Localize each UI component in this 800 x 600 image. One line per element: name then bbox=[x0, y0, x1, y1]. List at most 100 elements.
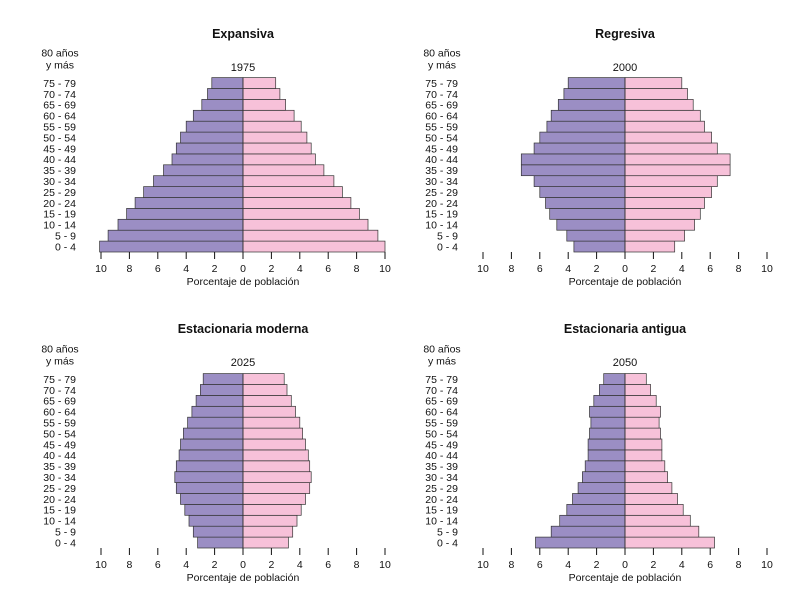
bar-right-8 bbox=[242, 449, 309, 462]
pyramid-estacionaria-antigua: Estacionaria antigua 2050 80 años y más … bbox=[423, 322, 773, 584]
bar-left-0 bbox=[197, 536, 244, 549]
chart-title: Expansiva bbox=[212, 27, 275, 41]
age-label: 45 - 49 bbox=[425, 439, 458, 451]
bar-left-2 bbox=[188, 514, 244, 527]
x-tick-label: 2 bbox=[212, 559, 218, 571]
bar-left-4 bbox=[134, 197, 244, 209]
bar-left-10 bbox=[539, 131, 626, 144]
bar-left-9 bbox=[587, 438, 626, 451]
bar-right-14 bbox=[624, 88, 688, 100]
bar-right-6 bbox=[624, 175, 718, 187]
x-tick-label: 0 bbox=[622, 263, 628, 275]
bar-left-5 bbox=[143, 186, 244, 198]
bar-right-11 bbox=[242, 416, 301, 429]
x-tick-label: 2 bbox=[268, 559, 274, 571]
bar-left-12 bbox=[550, 109, 626, 122]
bar-right-11 bbox=[624, 416, 660, 429]
bar-left-11 bbox=[187, 416, 244, 429]
x-tick-label: 0 bbox=[240, 559, 246, 571]
bar-left-4 bbox=[572, 493, 626, 505]
age-label: 65 - 69 bbox=[43, 396, 76, 408]
age-label: 40 - 44 bbox=[43, 154, 76, 166]
age-label: 25 - 29 bbox=[425, 187, 458, 199]
bar-right-15 bbox=[624, 373, 647, 385]
bar-left-4 bbox=[180, 493, 244, 505]
bar-left-13 bbox=[201, 99, 244, 111]
bar-left-8 bbox=[171, 153, 244, 166]
bar-right-5 bbox=[242, 186, 343, 198]
bar-left-0 bbox=[99, 240, 244, 253]
x-tick-label: 2 bbox=[594, 263, 600, 275]
bar-right-10 bbox=[624, 131, 712, 144]
x-axis-label: Porcentaje de población bbox=[569, 276, 682, 288]
x-tick-label: 4 bbox=[679, 559, 685, 571]
x-tick-label: 6 bbox=[155, 263, 161, 275]
x-tick-label: 8 bbox=[354, 263, 360, 275]
bar-right-1 bbox=[624, 229, 685, 242]
age-label: 20 - 24 bbox=[43, 198, 76, 210]
bar-right-0 bbox=[242, 240, 386, 253]
age-label: 60 - 64 bbox=[425, 111, 458, 123]
age-label: 30 - 34 bbox=[425, 472, 458, 484]
age-label: 55 - 59 bbox=[43, 418, 76, 430]
x-tick-label: 6 bbox=[707, 559, 713, 571]
x-tick-label: 2 bbox=[650, 263, 656, 275]
x-tick-label: 10 bbox=[95, 263, 107, 275]
x-tick-label: 0 bbox=[240, 263, 246, 275]
age-label: 30 - 34 bbox=[43, 472, 76, 484]
bar-left-3 bbox=[126, 208, 244, 220]
x-tick-label: 2 bbox=[650, 559, 656, 571]
age-label: 25 - 29 bbox=[425, 483, 458, 495]
age-label: 50 - 54 bbox=[43, 428, 76, 440]
chart-title: Estacionaria moderna bbox=[178, 322, 310, 336]
bar-left-15 bbox=[567, 77, 626, 89]
x-tick-label: 8 bbox=[508, 559, 514, 571]
bar-right-7 bbox=[242, 164, 325, 177]
bar-left-14 bbox=[599, 384, 626, 396]
age-label: 65 - 69 bbox=[425, 100, 458, 112]
x-tick-label: 6 bbox=[325, 559, 331, 571]
age-label: 65 - 69 bbox=[43, 100, 76, 112]
age-label: 10 - 14 bbox=[43, 516, 76, 528]
bar-right-11 bbox=[624, 120, 705, 133]
age-label: 35 - 39 bbox=[425, 165, 458, 177]
bar-left-2 bbox=[556, 218, 626, 231]
bar-left-1 bbox=[566, 229, 626, 242]
bar-left-15 bbox=[603, 373, 626, 385]
bar-left-5 bbox=[539, 186, 626, 198]
bar-right-7 bbox=[624, 164, 731, 177]
x-tick-label: 0 bbox=[622, 559, 628, 571]
age-label: 45 - 49 bbox=[425, 143, 458, 155]
bar-right-12 bbox=[242, 109, 295, 122]
age-label: 5 - 9 bbox=[437, 231, 458, 243]
x-tick-label: 8 bbox=[354, 559, 360, 571]
x-tick-label: 6 bbox=[155, 559, 161, 571]
x-tick-label: 10 bbox=[761, 263, 773, 275]
bar-left-7 bbox=[175, 460, 244, 473]
x-axis-label: Porcentaje de población bbox=[187, 276, 300, 288]
bar-left-3 bbox=[566, 504, 626, 516]
x-tick-label: 10 bbox=[761, 559, 773, 571]
bar-right-15 bbox=[624, 77, 683, 89]
bar-right-8 bbox=[242, 153, 316, 166]
bar-right-6 bbox=[242, 175, 335, 187]
bar-right-7 bbox=[624, 460, 666, 473]
x-axis-label: Porcentaje de población bbox=[187, 572, 300, 584]
age-label: 15 - 19 bbox=[43, 209, 76, 221]
bar-left-2 bbox=[559, 514, 626, 527]
bar-right-0 bbox=[624, 240, 676, 253]
bar-left-1 bbox=[550, 525, 626, 538]
bar-left-13 bbox=[195, 395, 244, 407]
age-label: 35 - 39 bbox=[425, 461, 458, 473]
x-tick-label: 4 bbox=[297, 559, 303, 571]
bar-left-7 bbox=[520, 164, 626, 177]
pyramid-estacionaria-moderna: Estacionaria moderna 2025 80 años y más … bbox=[41, 322, 391, 584]
bar-right-13 bbox=[242, 395, 292, 407]
bar-left-10 bbox=[183, 427, 244, 440]
bar-left-12 bbox=[589, 405, 626, 418]
bar-right-5 bbox=[624, 186, 712, 198]
bar-right-10 bbox=[242, 427, 303, 440]
bar-left-2 bbox=[117, 218, 244, 231]
age-label: 60 - 64 bbox=[425, 407, 458, 419]
